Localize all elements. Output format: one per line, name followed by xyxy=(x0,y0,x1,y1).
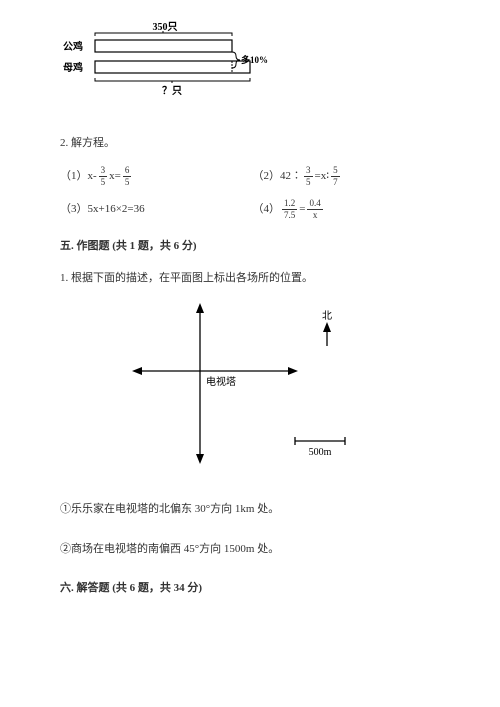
eq4-frac2: 0.4x xyxy=(307,199,322,220)
eq4-prefix: （4） xyxy=(253,201,281,219)
eq1-prefix: （1）x- xyxy=(60,168,97,186)
bottom-label: ？只 xyxy=(162,85,182,97)
section5-q1: 1. 根据下面的描述，在平面图上标出各场所的位置。 xyxy=(60,270,445,288)
section5-item1: ①乐乐家在电视塔的北偏东 30°方向 1km 处。 xyxy=(60,501,445,519)
equation-row-1: （1）x- 35 x= 65 （2）42∶ 35 =x∶ 57 xyxy=(60,166,445,187)
eq2-prefix: （2）42∶ xyxy=(253,168,303,186)
eq1-mid: x= xyxy=(109,168,121,186)
eq4-frac1: 1.27.5 xyxy=(282,199,297,220)
rooster-label: 公鸡 xyxy=(63,40,83,53)
section5-item2: ②商场在电视塔的南偏西 45°方向 1500m 处。 xyxy=(60,541,445,559)
section6-heading: 六. 解答题 (共 6 题，共 34 分) xyxy=(60,580,445,598)
q2-title: 2. 解方程。 xyxy=(60,135,445,153)
eq2-frac1: 35 xyxy=(304,166,313,187)
center-label: 电视塔 xyxy=(206,375,236,388)
top-label: 350只 xyxy=(153,21,178,33)
scale-label: 500m xyxy=(309,447,332,458)
compass-diagram: 电视塔 北 500m xyxy=(130,301,445,483)
equation-3: （3）5x+16×2=36 xyxy=(60,199,253,220)
equation-1: （1）x- 35 x= 65 xyxy=(60,166,253,187)
equation-4: （4） 1.27.5 = 0.4x xyxy=(253,199,446,220)
eq2-frac2: 57 xyxy=(331,166,340,187)
north-label: 北 xyxy=(322,310,332,322)
section5-heading: 五. 作图题 (共 1 题，共 6 分) xyxy=(60,238,445,256)
percent-label: 多10% xyxy=(241,54,268,65)
bar-comparison-diagram: 350只 公鸡 母鸡 多10% ？只 xyxy=(60,20,445,107)
equation-2: （2）42∶ 35 =x∶ 57 xyxy=(253,166,446,187)
equation-row-2: （3）5x+16×2=36 （4） 1.27.5 = 0.4x xyxy=(60,199,445,220)
eq1-frac1: 35 xyxy=(99,166,108,187)
eq1-frac2: 65 xyxy=(123,166,132,187)
eq2-mid: =x∶ xyxy=(315,168,330,186)
eq4-equals: = xyxy=(299,201,305,219)
hen-label: 母鸡 xyxy=(63,61,83,74)
